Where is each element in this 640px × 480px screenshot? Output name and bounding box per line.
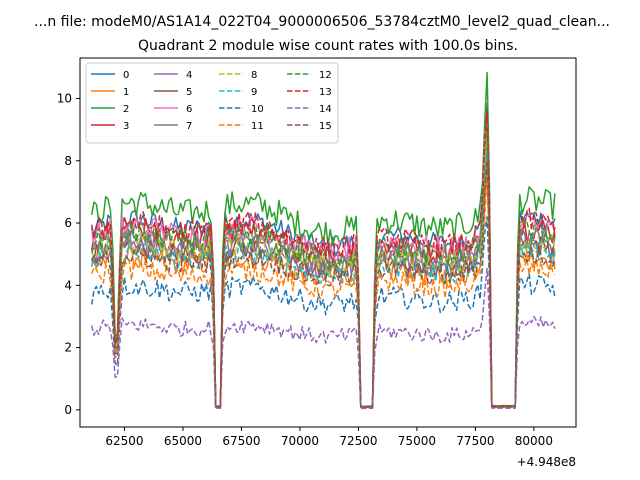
chart-title: Quadrant 2 module wise count rates with … (138, 38, 518, 54)
legend-box (85, 62, 339, 144)
chart-suptitle: ...n file: modeM0/AS1A14_022T04_90000065… (34, 14, 610, 30)
x-tick-label: 70000 (281, 434, 319, 448)
legend-label-4: 4 (186, 70, 192, 81)
legend-label-14: 14 (319, 104, 332, 115)
y-axis: 0 2 4 6 8 10 (57, 91, 80, 417)
legend-label-6: 6 (186, 104, 192, 115)
plot-frame (79, 57, 577, 428)
x-offset-label: +4.948e8 (517, 455, 576, 469)
legend-label-7: 7 (186, 121, 192, 132)
y-tick-label: 2 (64, 341, 72, 355)
legend-label-5: 5 (186, 87, 192, 98)
legend-label-1: 1 (123, 87, 129, 98)
series-line-2 (90, 71, 556, 408)
x-tick-label: 77500 (456, 434, 494, 448)
legend-label-13: 13 (319, 87, 332, 98)
legend-label-2: 2 (123, 104, 129, 115)
series-line-9 (90, 149, 556, 408)
x-tick-label: 72500 (339, 434, 377, 448)
x-tick-label: 80000 (515, 434, 553, 448)
legend-label-0: 0 (123, 70, 129, 81)
y-tick-label: 4 (64, 278, 72, 292)
plot-lines (90, 71, 556, 410)
series-line-11 (90, 175, 556, 409)
legend-label-12: 12 (319, 70, 332, 81)
x-tick-label: 65000 (164, 434, 202, 448)
series-line-8 (90, 131, 556, 408)
legend-label-11: 11 (251, 121, 264, 132)
x-tick-label: 67500 (222, 434, 260, 448)
legend-label-8: 8 (251, 70, 257, 81)
x-axis: 62500 65000 67500 70000 72500 75000 77500 80000 (105, 427, 553, 448)
x-tick-label: 75000 (398, 434, 436, 448)
y-tick-label: 8 (64, 154, 72, 168)
legend-label-9: 9 (251, 87, 257, 98)
legend-label-15: 15 (319, 121, 332, 132)
y-tick-label: 6 (64, 216, 72, 230)
series-line-12 (90, 122, 556, 408)
x-tick-label: 62500 (105, 434, 143, 448)
series-line-13 (90, 112, 556, 408)
legend-label-3: 3 (123, 121, 129, 132)
series-line-15 (91, 159, 556, 409)
y-tick-label: 10 (57, 91, 72, 105)
legend-label-10: 10 (251, 104, 264, 115)
series-line-10 (90, 216, 556, 409)
y-tick-label: 0 (64, 403, 72, 417)
series-line-14 (90, 267, 556, 410)
